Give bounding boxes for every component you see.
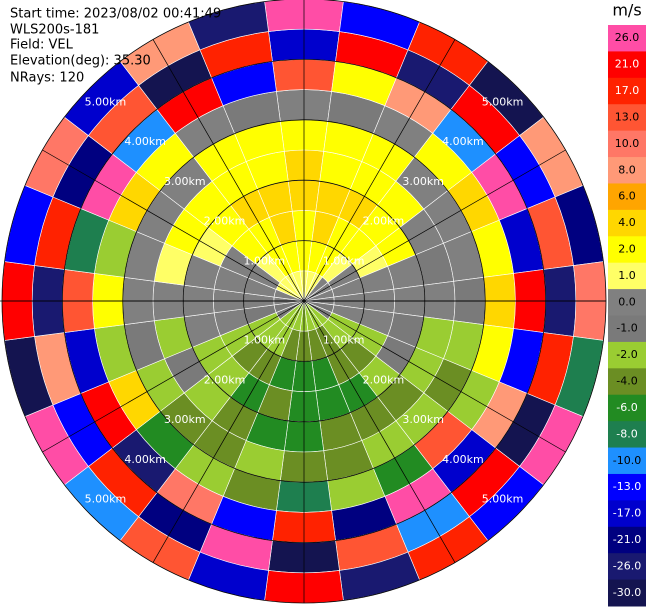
colorbar-swatch (608, 25, 646, 52)
colorbar-tick-label: 1.0 (618, 269, 636, 282)
range-label: 5.00km (85, 95, 127, 108)
range-label: 3.00km (164, 413, 206, 426)
colorbar-swatch (608, 553, 646, 581)
colorbar-tick-label: -2.0 (616, 348, 637, 361)
colorbar-swatch (608, 209, 646, 237)
colorbar-swatch (608, 473, 646, 501)
range-label: 4.00km (124, 453, 166, 466)
range-label: 5.00km (482, 493, 524, 506)
colorbar-swatch (608, 579, 646, 607)
colorbar-swatch (608, 289, 646, 316)
colorbar-tick-label: 17.0 (615, 84, 640, 97)
colorbar-tick-label: 26.0 (615, 31, 640, 44)
range-label: 2.00km (363, 215, 405, 228)
range-label: 1.00km (243, 334, 285, 347)
spoke (42, 300, 305, 453)
range-label: 2.00km (204, 215, 246, 228)
colorbar-swatch (608, 394, 646, 422)
colorbar-tick-label: -10.0 (613, 454, 641, 467)
colorbar-swatch (608, 341, 646, 369)
range-label: 2.00km (363, 373, 405, 386)
colorbar-tick-label: 0.0 (618, 295, 636, 308)
spoke (152, 39, 305, 302)
colorbar-swatch (608, 51, 646, 79)
spoke (42, 149, 305, 302)
colorbar-tick-label: -4.0 (616, 375, 637, 388)
ppi-overlay: 1.00km 1.00km 1.00km 1.00km 2.00km 2.00km 2.00… (0, 0, 607, 604)
colorbar-tick-label: 2.0 (618, 242, 636, 255)
colorbar-tick-label: 8.0 (618, 163, 636, 176)
colorbar-tick-label: -26.0 (613, 559, 641, 572)
range-label: 1.00km (243, 254, 285, 267)
colorbar: m/s 26.0 21.0 17.0 13.0 10.0 8.0 6.0 4.0 2.0 1.0 0.… (608, 1, 646, 607)
colorbar-swatch (608, 236, 646, 264)
colorbar-tick-label: -30.0 (613, 586, 641, 599)
info-block: Start time: 2023/08/02 00:41:49WLS200s-1… (10, 7, 221, 86)
range-ring (1, 0, 607, 604)
colorbar-swatch (608, 262, 646, 290)
range-label: 5.00km (482, 95, 524, 108)
colorbar-tick-label: 6.0 (618, 190, 636, 203)
range-label: 3.00km (402, 413, 444, 426)
spoke (303, 149, 566, 302)
info-line: Field: VEL (10, 38, 74, 53)
colorbar-tick-label: 10.0 (615, 137, 640, 150)
range-label: 4.00km (442, 135, 484, 148)
range-label: 2.00km (204, 373, 246, 386)
range-ring (182, 179, 426, 423)
colorbar-swatch (608, 104, 646, 132)
colorbar-tick-label: -13.0 (613, 480, 641, 493)
colorbar-swatch (608, 77, 646, 105)
range-label: 3.00km (402, 175, 444, 188)
colorbar-swatch (608, 500, 646, 528)
spoke (303, 39, 456, 302)
range-label: 4.00km (124, 135, 166, 148)
colorbar-tick-label: 13.0 (615, 110, 640, 123)
colorbar-swatch (608, 183, 646, 211)
colorbar-swatch (608, 447, 646, 475)
info-line: Elevation(deg): 35.30 (10, 54, 151, 69)
range-ring (122, 119, 486, 483)
colorbar-swatch (608, 130, 646, 158)
colorbar-tick-label: -17.0 (613, 507, 641, 520)
colorbar-tick-label: -8.0 (616, 427, 637, 440)
info-line: NRays: 120 (10, 71, 84, 86)
colorbar-tick-label: -6.0 (616, 401, 637, 414)
colorbar-swatch (608, 421, 646, 449)
range-label: 1.00km (323, 334, 365, 347)
colorbar-swatch (608, 157, 646, 184)
spoke (303, 300, 456, 563)
range-ring (61, 58, 547, 544)
range-ring (243, 240, 365, 362)
colorbar-tick-label: -21.0 (613, 533, 641, 546)
info-line: Start time: 2023/08/02 00:41:49 (10, 7, 221, 22)
colorbar-swatch (608, 526, 646, 554)
range-label: 4.00km (442, 453, 484, 466)
colorbar-tick-label: -1.0 (616, 322, 637, 335)
range-label: 3.00km (164, 175, 206, 188)
spoke (152, 300, 305, 563)
colorbar-swatch (608, 315, 646, 343)
range-label: 5.00km (85, 493, 127, 506)
range-label: 1.00km (323, 254, 365, 267)
spoke (303, 300, 566, 453)
colorbar-swatch (608, 368, 646, 396)
colorbar-tick-label: 4.0 (618, 216, 636, 229)
colorbar-tick-label: 21.0 (615, 58, 640, 71)
info-line: WLS200s-181 (10, 23, 99, 38)
colorbar-label: m/s (612, 1, 641, 20)
